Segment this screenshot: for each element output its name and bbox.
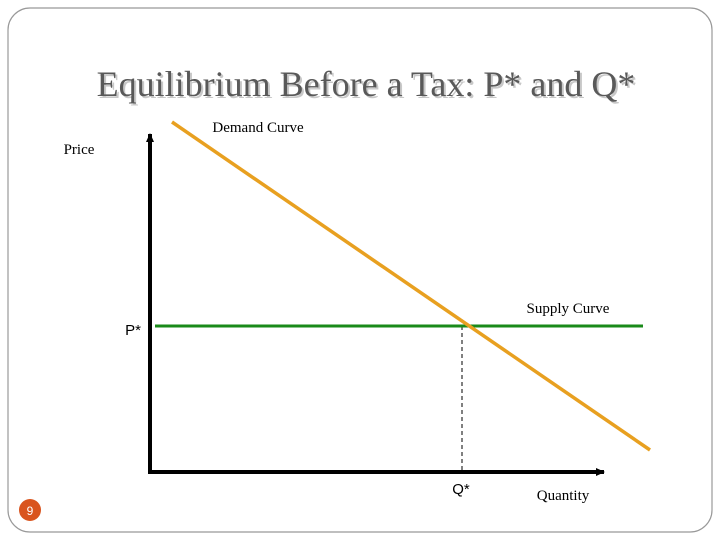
title-shadow: Equilibrium Before a Tax: P* and Q* [99, 66, 638, 106]
demand-label: Demand Curve [212, 120, 304, 136]
y-axis-label: Price [64, 142, 95, 158]
price-label: P* [125, 322, 141, 339]
quantity-label: Q* [452, 481, 470, 498]
slide-border [7, 7, 713, 533]
page-number: 9 [27, 504, 34, 518]
title: Equilibrium Before a Tax: P* and Q* [97, 64, 636, 104]
x-axis-label: Quantity [537, 488, 590, 504]
demand-curve [171, 120, 651, 452]
page-number-badge [19, 499, 41, 521]
supply-label: Supply Curve [527, 301, 610, 317]
